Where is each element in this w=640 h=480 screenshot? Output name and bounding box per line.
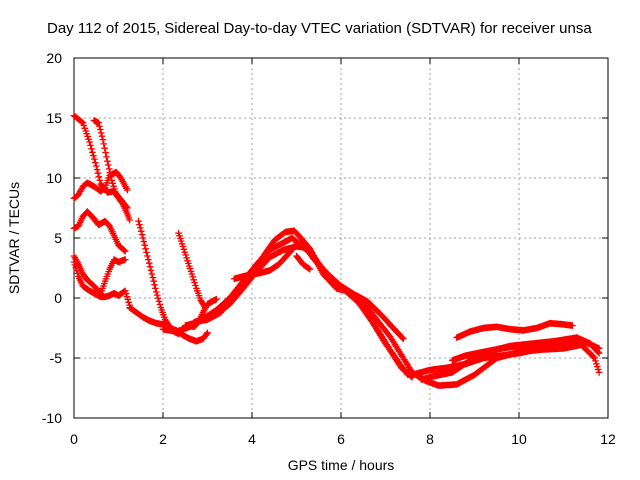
marker-path-track-14 bbox=[293, 252, 314, 273]
x-tick-label: 8 bbox=[426, 431, 434, 447]
marker-path-track-17 bbox=[453, 319, 576, 341]
series-track-16 bbox=[408, 339, 603, 379]
x-tick-label: 6 bbox=[337, 431, 345, 447]
y-tick-labels: -10 -5 0 5 10 15 20 bbox=[42, 50, 62, 426]
series-track-5 bbox=[70, 258, 133, 309]
axis-ticks bbox=[73, 57, 609, 419]
grid bbox=[74, 58, 608, 418]
series-track-18 bbox=[448, 337, 576, 364]
marker-path-track-5 bbox=[70, 258, 133, 309]
y-axis-label: SDTVAR / TECUs bbox=[6, 182, 22, 294]
marker-path-track-3 bbox=[70, 208, 129, 255]
y-tick-label: 15 bbox=[46, 110, 62, 126]
marker-path-track-4 bbox=[70, 252, 129, 297]
x-tick-label: 4 bbox=[248, 431, 256, 447]
marker-path-track-18 bbox=[448, 337, 576, 364]
x-tick-label: 2 bbox=[159, 431, 167, 447]
x-tick-label: 10 bbox=[511, 431, 527, 447]
series-track-13 bbox=[230, 240, 603, 389]
x-tick-labels: 0 2 4 6 8 10 12 bbox=[70, 431, 616, 447]
series-track-4 bbox=[70, 252, 129, 297]
y-tick-label: 0 bbox=[54, 290, 62, 306]
y-tick-label: -5 bbox=[50, 350, 63, 366]
y-tick-label: -10 bbox=[42, 410, 62, 426]
marker-path-track-9 bbox=[175, 229, 209, 311]
y-tick-label: 10 bbox=[46, 170, 62, 186]
x-axis-label: GPS time / hours bbox=[288, 457, 395, 473]
y-tick-label: 5 bbox=[54, 230, 62, 246]
marker-path-track-13 bbox=[230, 240, 603, 389]
data-markers bbox=[70, 112, 603, 389]
chart-title: Day 112 of 2015, Sidereal Day-to-day VTE… bbox=[47, 20, 592, 37]
x-tick-label: 0 bbox=[70, 431, 78, 447]
x-tick-label: 12 bbox=[600, 431, 616, 447]
series-track-6 bbox=[90, 117, 133, 224]
marker-path-track-6 bbox=[90, 117, 133, 224]
series-track-17 bbox=[453, 319, 576, 341]
series-track-3 bbox=[70, 208, 129, 255]
series-track-14 bbox=[293, 252, 314, 273]
marker-path-track-16 bbox=[408, 339, 603, 379]
y-tick-label: 20 bbox=[46, 50, 62, 66]
series-track-9 bbox=[175, 229, 209, 311]
